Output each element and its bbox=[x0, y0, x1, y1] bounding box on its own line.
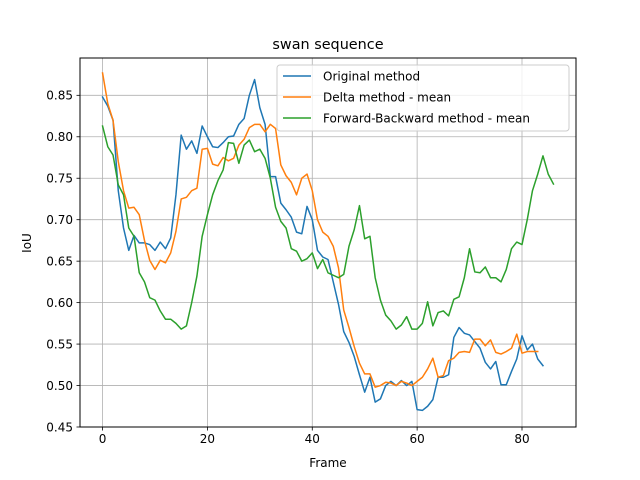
series-line-1 bbox=[101, 78, 545, 412]
legend-frame bbox=[276, 64, 570, 132]
plot-frame bbox=[79, 57, 577, 428]
x-tick-label: 80 bbox=[514, 432, 529, 446]
y-axis-label: IoU bbox=[20, 233, 34, 253]
x-tick-label: 40 bbox=[305, 432, 320, 446]
x-tick-label: 60 bbox=[409, 432, 424, 446]
y-tick-label: 0.50 bbox=[46, 379, 73, 393]
y-tick-label: 0.55 bbox=[46, 337, 73, 351]
x-axis-label: Frame bbox=[309, 456, 346, 470]
series-line-2 bbox=[101, 72, 539, 388]
x-tick-label: 20 bbox=[200, 432, 215, 446]
x-axis: 0 20 40 60 80 bbox=[99, 427, 530, 446]
x-tick-label: 0 bbox=[99, 432, 107, 446]
y-tick-label: 0.85 bbox=[46, 89, 73, 103]
y-tick-label: 0.45 bbox=[46, 420, 73, 434]
legend-entry: Forward-Backward method - mean bbox=[323, 111, 530, 125]
y-tick-label: 0.65 bbox=[46, 254, 73, 268]
legend-entry: Original method bbox=[323, 69, 420, 83]
chart-title: swan sequence bbox=[272, 37, 383, 53]
legend-entry: Delta method - mean bbox=[323, 90, 451, 104]
series-layer bbox=[101, 72, 555, 412]
legend: Original method Delta method - mean Forwar… bbox=[276, 64, 570, 132]
series-line-3 bbox=[101, 125, 555, 330]
y-tick-label: 0.70 bbox=[46, 213, 73, 227]
y-tick-label: 0.80 bbox=[46, 130, 73, 144]
y-tick-label: 0.75 bbox=[46, 172, 73, 186]
y-axis: 0.45 0.50 0.55 0.60 0.65 0.70 0.75 0.80 0.85 bbox=[46, 89, 80, 434]
y-tick-label: 0.60 bbox=[46, 296, 73, 310]
